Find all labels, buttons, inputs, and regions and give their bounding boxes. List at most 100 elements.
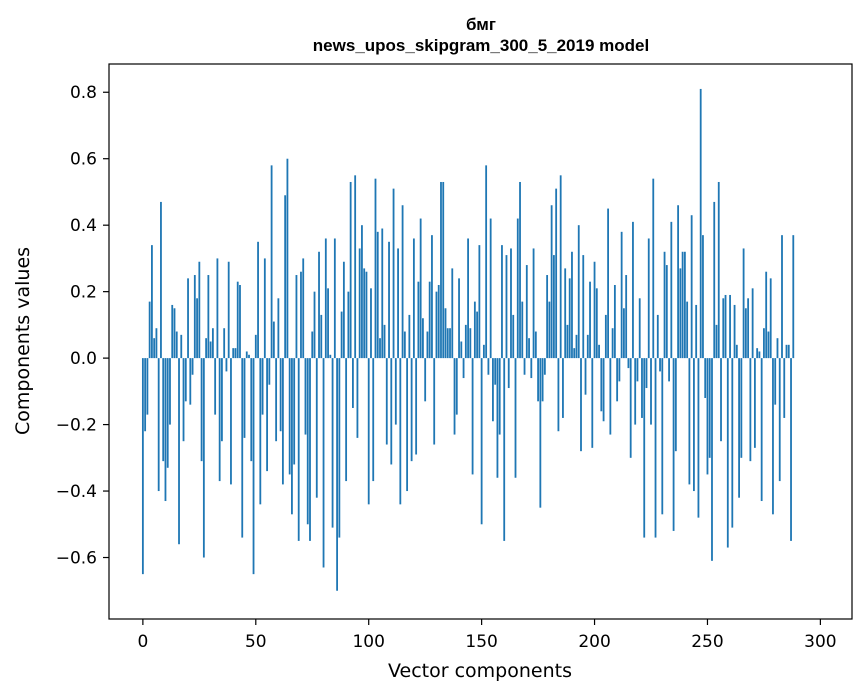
bar bbox=[440, 181, 442, 359]
bar bbox=[347, 291, 350, 359]
bar bbox=[781, 235, 783, 359]
bar bbox=[205, 338, 208, 359]
bar bbox=[399, 358, 402, 505]
bar bbox=[792, 235, 795, 359]
bar bbox=[616, 358, 619, 402]
bar bbox=[455, 358, 458, 415]
bar bbox=[607, 208, 609, 359]
bar bbox=[311, 331, 314, 359]
bar bbox=[171, 304, 174, 359]
bar bbox=[715, 324, 718, 359]
bar bbox=[419, 218, 422, 359]
bar bbox=[146, 358, 149, 415]
bar bbox=[157, 358, 160, 492]
bar bbox=[643, 358, 646, 538]
bar bbox=[548, 301, 551, 359]
bar bbox=[749, 358, 752, 462]
bar bbox=[516, 218, 519, 359]
bar bbox=[412, 238, 415, 359]
bar bbox=[254, 334, 257, 359]
bar bbox=[426, 331, 429, 359]
bar bbox=[496, 358, 499, 478]
bar bbox=[221, 358, 223, 442]
bar bbox=[598, 344, 600, 359]
bar bbox=[442, 181, 445, 359]
bar bbox=[417, 281, 420, 359]
bar bbox=[207, 275, 210, 359]
bar bbox=[388, 241, 390, 359]
bar bbox=[248, 354, 250, 359]
bar bbox=[209, 341, 212, 359]
bar bbox=[772, 358, 774, 515]
y-tick-label: −0.2 bbox=[56, 416, 97, 436]
bar bbox=[573, 348, 576, 359]
bar bbox=[263, 258, 266, 359]
y-tick-label: −0.6 bbox=[56, 549, 97, 569]
bar bbox=[189, 358, 192, 405]
bar bbox=[363, 268, 366, 359]
bar bbox=[704, 358, 707, 398]
bar bbox=[498, 358, 501, 435]
bar bbox=[196, 298, 198, 359]
bar bbox=[760, 358, 763, 502]
bar bbox=[329, 354, 332, 359]
bar bbox=[352, 358, 354, 408]
bar bbox=[144, 358, 147, 432]
bar bbox=[659, 358, 661, 372]
bar bbox=[327, 288, 329, 359]
bar bbox=[306, 358, 309, 525]
bar bbox=[365, 271, 368, 359]
bar bbox=[604, 314, 607, 359]
bar bbox=[216, 258, 219, 359]
bar bbox=[756, 348, 759, 359]
bar bbox=[385, 358, 388, 445]
bar bbox=[178, 358, 180, 545]
bar bbox=[613, 285, 616, 359]
bar bbox=[521, 301, 524, 359]
bar bbox=[503, 358, 506, 541]
bar bbox=[512, 314, 515, 359]
bar bbox=[575, 334, 578, 359]
x-axis-ticks: 0 50 100 150 200 250 300 bbox=[137, 619, 837, 652]
bar bbox=[379, 338, 381, 359]
bar bbox=[234, 348, 237, 359]
bar bbox=[661, 358, 664, 515]
bar bbox=[433, 358, 436, 445]
bar bbox=[272, 321, 275, 359]
bar bbox=[724, 294, 727, 359]
bar bbox=[422, 318, 424, 359]
bar bbox=[641, 358, 643, 418]
bar bbox=[683, 251, 686, 359]
bar bbox=[193, 275, 196, 359]
bar bbox=[338, 358, 341, 538]
bar bbox=[279, 358, 282, 432]
bar bbox=[543, 358, 546, 375]
x-axis-label: Vector components bbox=[388, 660, 572, 682]
bar bbox=[392, 188, 395, 359]
bar bbox=[731, 358, 734, 528]
bar bbox=[555, 188, 558, 359]
bar bbox=[453, 358, 456, 435]
bar bbox=[478, 245, 481, 359]
bar bbox=[397, 248, 399, 359]
bar bbox=[381, 228, 384, 359]
bar bbox=[514, 358, 517, 478]
bar bbox=[753, 358, 756, 448]
bar bbox=[674, 358, 677, 452]
bar bbox=[458, 278, 460, 359]
bar bbox=[688, 358, 691, 485]
bar bbox=[300, 271, 302, 359]
bar bbox=[595, 288, 598, 359]
bar bbox=[600, 358, 603, 412]
bar bbox=[767, 331, 770, 359]
bar bbox=[706, 358, 709, 475]
y-tick-label: 0.2 bbox=[70, 283, 97, 303]
bar bbox=[239, 285, 241, 359]
bar bbox=[164, 358, 167, 502]
bar bbox=[245, 351, 248, 359]
bar bbox=[672, 358, 675, 531]
bar bbox=[467, 238, 469, 359]
bar bbox=[602, 358, 605, 422]
bar bbox=[383, 324, 386, 359]
bar bbox=[501, 245, 503, 359]
